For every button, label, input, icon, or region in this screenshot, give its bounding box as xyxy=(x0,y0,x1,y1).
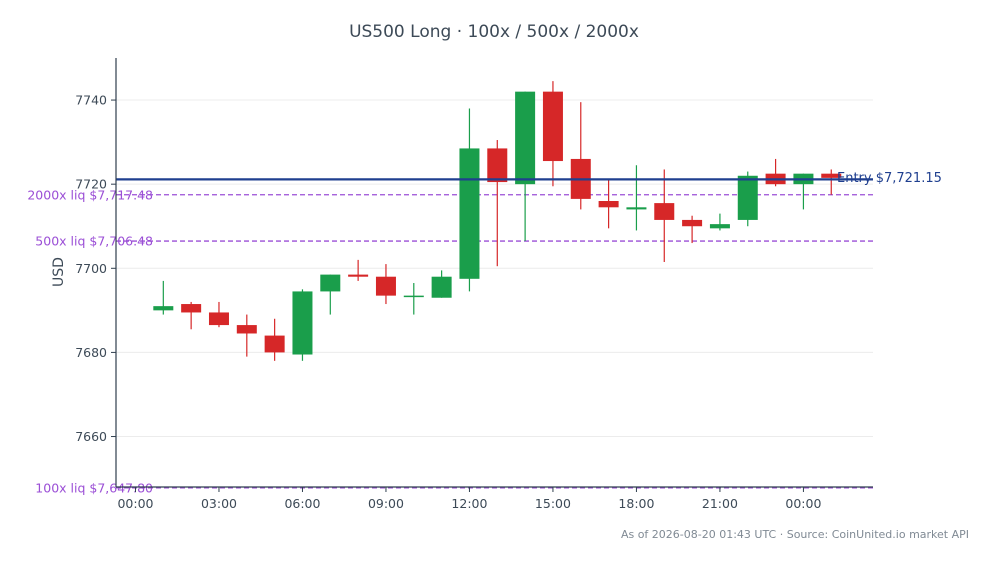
candle-down xyxy=(375,264,396,305)
liquidation-label: 2000x liq $7,717.48 xyxy=(27,187,153,202)
candle-body xyxy=(320,274,341,292)
candle-body xyxy=(682,219,703,227)
candle-down xyxy=(598,179,619,229)
x-tick-label: 06:00 xyxy=(284,496,320,511)
candle-up xyxy=(737,171,758,227)
candle-body xyxy=(292,291,313,355)
candle-body xyxy=(598,201,619,208)
candle-body xyxy=(515,91,536,185)
candle-down xyxy=(208,301,229,328)
candle-down xyxy=(682,215,703,244)
candle-up xyxy=(320,274,341,315)
candle-down xyxy=(542,81,563,187)
x-tick-label: 00:00 xyxy=(117,496,153,511)
candle-body xyxy=(542,91,563,162)
chart-title: US500 Long · 100x / 500x / 2000x xyxy=(349,22,639,42)
footer-note: As of 2026-08-20 01:43 UTC · Source: Coi… xyxy=(621,528,969,541)
x-tick-label: 03:00 xyxy=(201,496,237,511)
candle-up xyxy=(153,280,174,315)
grid-lines xyxy=(116,99,873,438)
y-tick-label: 7680 xyxy=(75,345,107,360)
x-tick-label: 18:00 xyxy=(618,496,654,511)
candle-up xyxy=(292,289,313,361)
x-tick-label: 09:00 xyxy=(368,496,404,511)
candle-body xyxy=(431,276,452,298)
y-tick-label: 7720 xyxy=(75,177,107,192)
x-ticks: 00:00 03:00 06:00 09:00 12:00 15:00 18:00 21:00… xyxy=(117,487,821,511)
candle-body xyxy=(208,312,229,326)
candle-down xyxy=(264,318,285,361)
candle-up xyxy=(431,270,452,298)
y-axis-label: USD xyxy=(51,257,67,287)
y-tick-label: 7660 xyxy=(75,429,107,444)
entry-line-group: Entry $7,721.15 xyxy=(116,171,942,186)
candle-body xyxy=(626,207,647,210)
candle-body xyxy=(181,304,202,313)
candle-body xyxy=(153,306,174,311)
candle-up xyxy=(403,283,424,315)
candle-body xyxy=(264,335,285,353)
candle-body xyxy=(348,274,369,277)
candle-up xyxy=(515,91,536,241)
y-ticks: 7660 7680 7700 7720 7740 xyxy=(75,93,116,444)
candle-body xyxy=(737,175,758,220)
y-tick-label: 7700 xyxy=(75,261,107,276)
x-tick-label: 12:00 xyxy=(451,496,487,511)
candle-body xyxy=(403,295,424,298)
candle-body xyxy=(236,325,257,334)
liquidation-label: 100x liq $7,647.80 xyxy=(35,480,153,495)
x-tick-label: 15:00 xyxy=(535,496,571,511)
candle-body xyxy=(459,148,480,279)
candle-body xyxy=(821,173,842,178)
candle-down xyxy=(487,140,508,267)
liquidation-label: 500x liq $7,706.48 xyxy=(35,234,153,249)
candle-body xyxy=(654,203,675,220)
candle-up xyxy=(626,165,647,231)
candle-down xyxy=(236,314,257,357)
candle-body xyxy=(375,276,396,296)
candle-up xyxy=(709,213,730,231)
candles xyxy=(153,81,842,361)
candle-down xyxy=(348,259,369,281)
x-tick-label: 21:00 xyxy=(702,496,738,511)
candle-down xyxy=(181,301,202,330)
candle-up xyxy=(459,108,480,292)
candle-down xyxy=(821,169,842,195)
candle-body xyxy=(487,148,508,183)
candle-body xyxy=(709,224,730,229)
entry-label: Entry $7,721.15 xyxy=(837,171,942,186)
y-tick-label: 7740 xyxy=(75,93,107,108)
x-tick-label: 00:00 xyxy=(785,496,821,511)
candle-down xyxy=(654,169,675,262)
liquidation-lines: 2000x liq $7,717.48 500x liq $7,706.48 100… xyxy=(27,187,873,495)
